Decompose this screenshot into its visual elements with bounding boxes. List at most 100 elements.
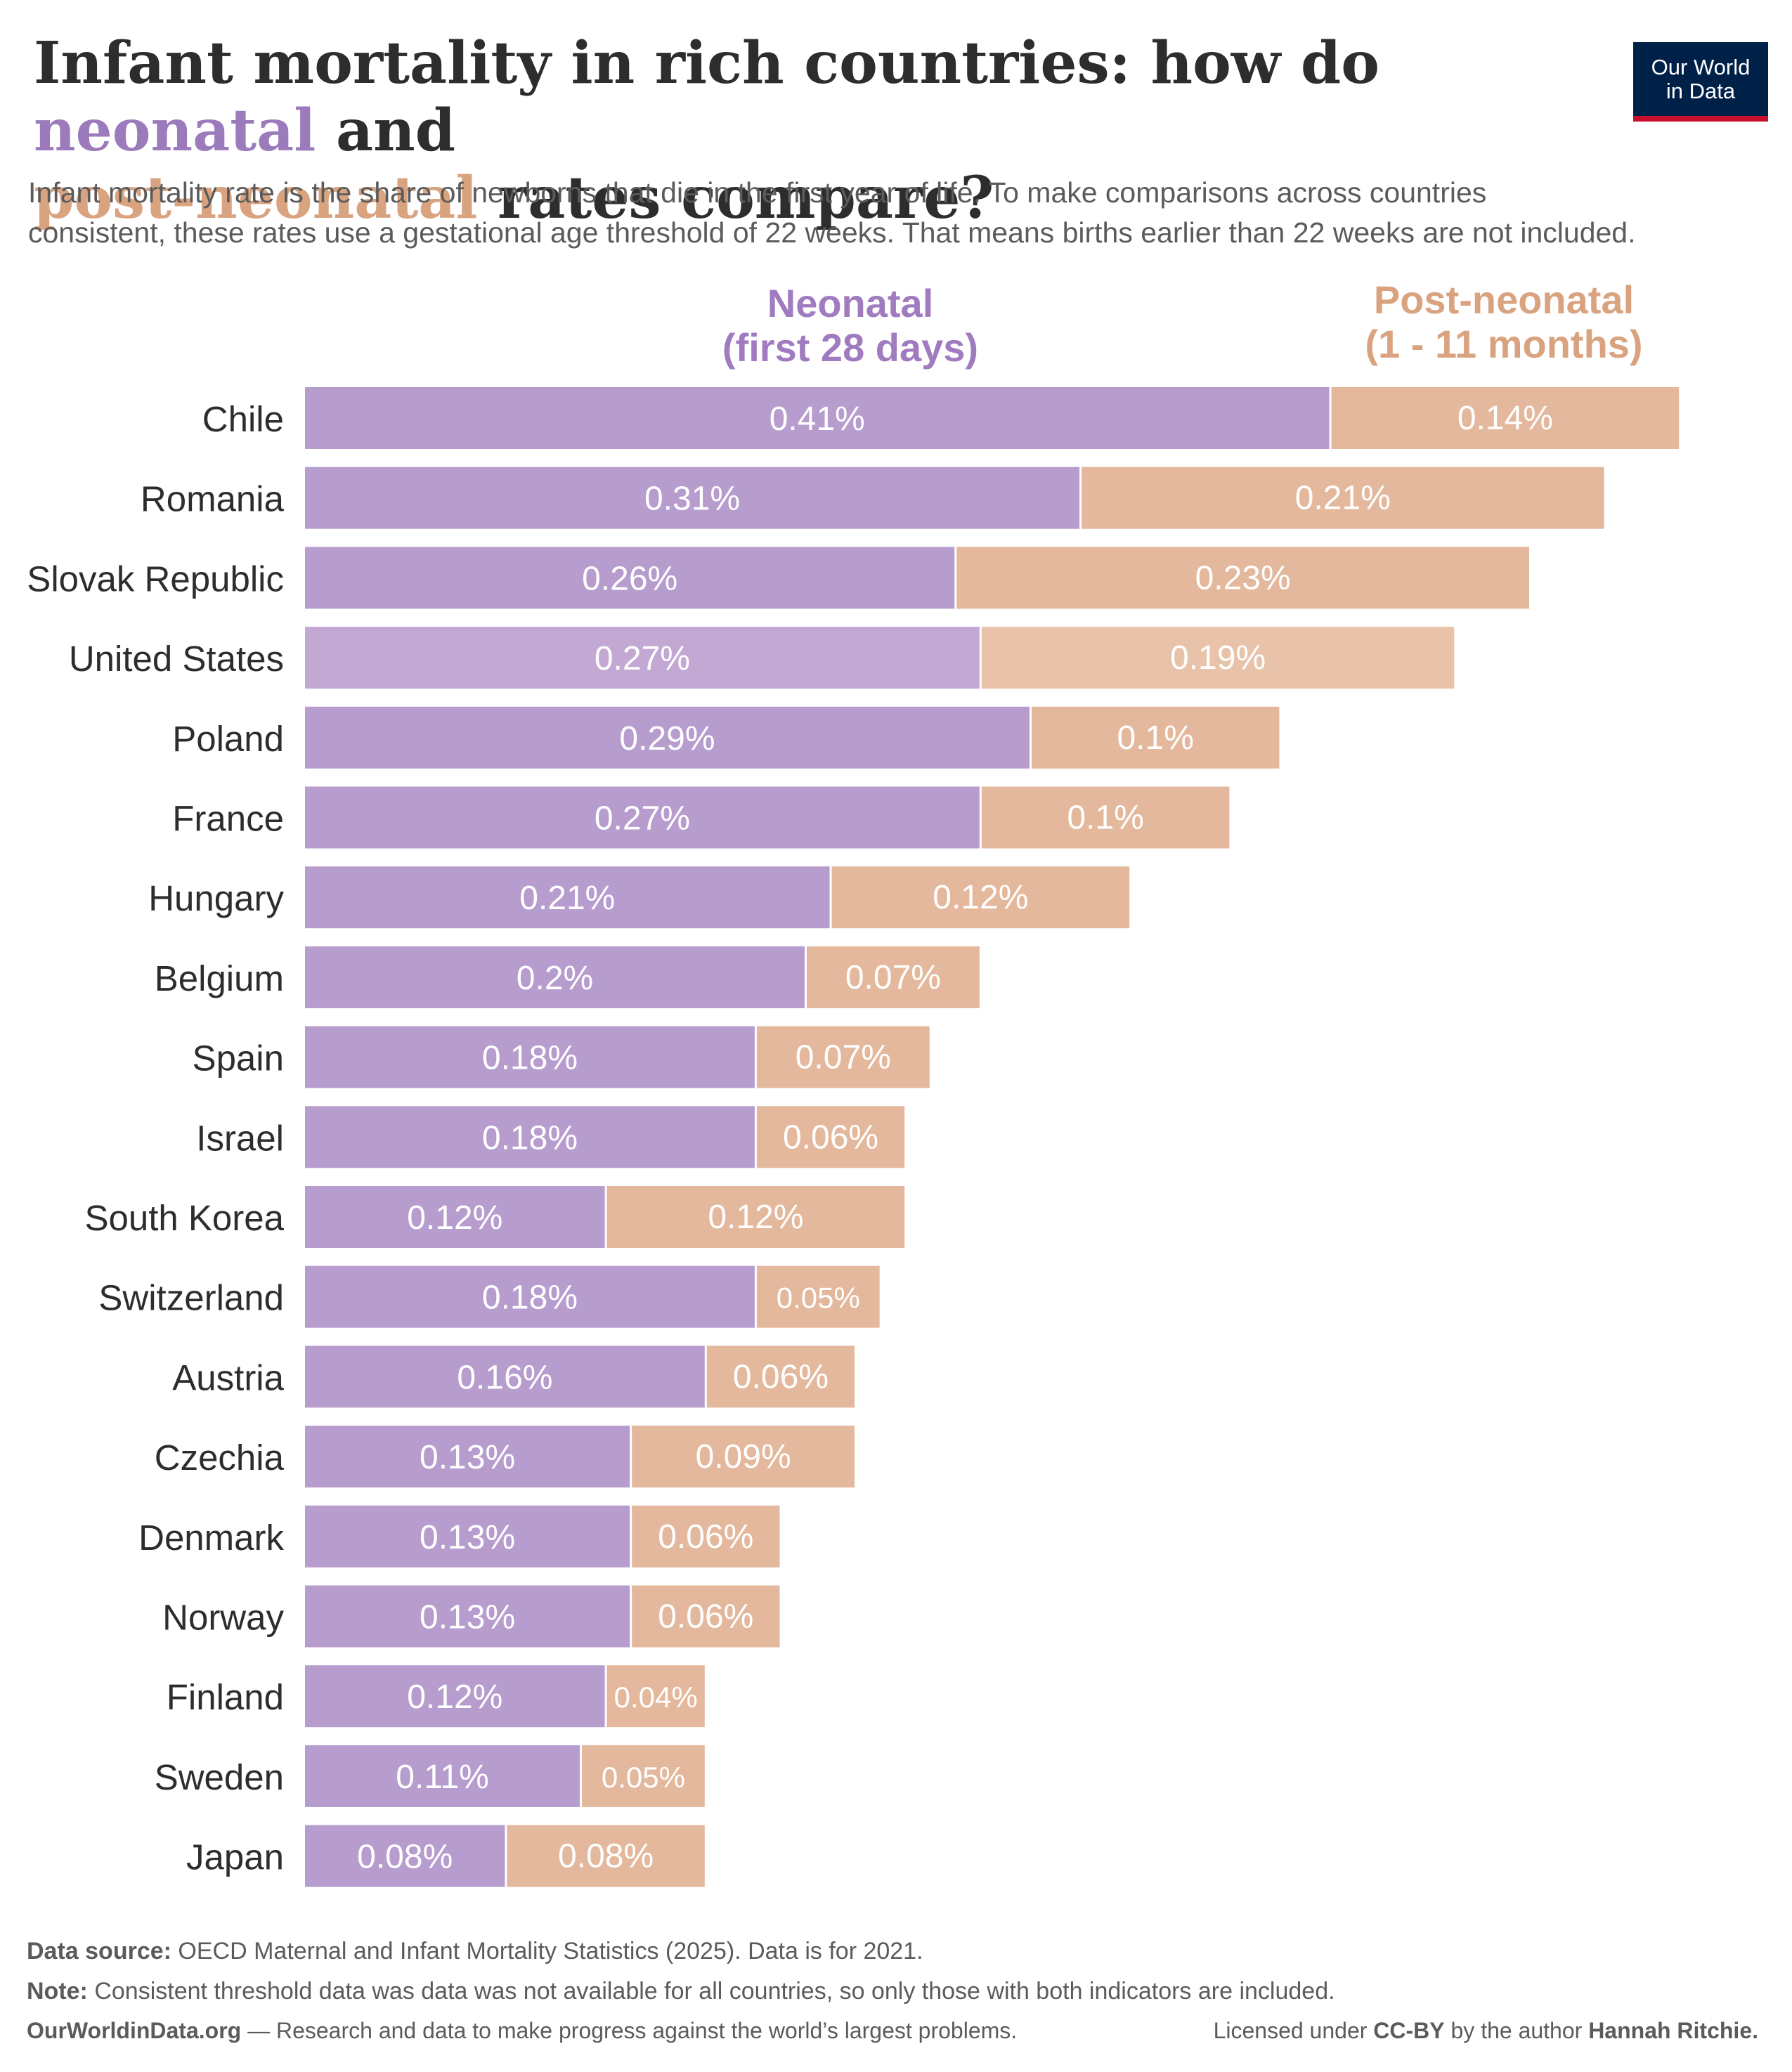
bar-neonatal-denmark [305,1505,630,1568]
series-heading-neonatal-line1: Neonatal [767,281,934,325]
value-label-neonatal-slovak-republic: 0.26% [582,560,677,597]
license-link[interactable]: CC-BY [1373,2018,1445,2043]
bar-postneonatal-hungary [831,866,1130,929]
country-label-norway: Norway [162,1598,284,1638]
value-label-neonatal-japan: 0.08% [357,1839,453,1876]
note-label: Note: [27,1978,88,2005]
bar-neonatal-france [305,786,980,849]
bar-neonatal-poland [305,706,1030,769]
value-label-postneonatal-switzerland: 0.05% [777,1282,860,1315]
bar-postneonatal-chile [1331,387,1680,449]
value-label-postneonatal-romania: 0.21% [1295,480,1391,517]
country-label-switzerland: Switzerland [98,1278,284,1318]
footer-license: Licensed under CC-BY by the author Hanna… [1214,2018,1758,2044]
title-text-2: and [316,97,456,164]
country-label-austria: Austria [172,1357,284,1397]
source-text: OECD Maternal and Infant Mortality Stati… [171,1938,923,1965]
country-label-finland: Finland [167,1677,284,1717]
country-label-south-korea: South Korea [84,1198,284,1238]
title-text-1: Infant mortality in rich countries: how … [34,30,1379,97]
bar-postneonatal-switzerland [756,1265,880,1328]
value-label-postneonatal-spain: 0.07% [796,1039,891,1076]
value-label-neonatal-norway: 0.13% [420,1599,515,1636]
bar-neonatal-norway [305,1585,630,1648]
bar-postneonatal-denmark [632,1505,780,1568]
bar-postneonatal-japan [507,1825,705,1887]
value-label-neonatal-sweden: 0.11% [396,1759,489,1796]
country-label-hungary: Hungary [148,878,284,918]
bar-postneonatal-czechia [632,1426,855,1488]
license-prefix: Licensed under [1213,2018,1374,2043]
country-label-spain: Spain [193,1038,284,1079]
country-label-poland: Poland [172,719,284,759]
note-text: Consistent threshold data was data was n… [87,1978,1335,2005]
bar-neonatal-belgium [305,946,805,1008]
value-label-neonatal-spain: 0.18% [482,1040,578,1077]
value-label-postneonatal-belgium: 0.07% [845,959,941,996]
bar-neonatal-united-states [305,627,980,689]
bar-postneonatal-belgium [807,946,980,1008]
bar-postneonatal-united-states [981,627,1455,689]
bar-postneonatal-slovak-republic [956,547,1529,609]
series-heading-postneonatal-line1: Post-neonatal [1373,278,1635,322]
country-label-denmark: Denmark [138,1518,284,1558]
value-label-neonatal-chile: 0.41% [770,400,865,438]
bar-postneonatal-france [981,786,1230,849]
bar-postneonatal-norway [632,1585,780,1648]
value-label-postneonatal-united-states: 0.19% [1170,639,1266,677]
series-heading-neonatal-line2: (first 28 days) [722,325,979,370]
value-label-neonatal-israel: 0.18% [482,1119,578,1156]
value-label-neonatal-romania: 0.31% [644,481,740,518]
country-label-chile: Chile [202,399,284,439]
value-label-neonatal-denmark: 0.13% [420,1519,515,1556]
bar-neonatal-sweden [305,1745,580,1807]
bar-neonatal-slovak-republic [305,547,955,609]
logo-line-1: Our World [1651,54,1751,79]
country-label-romania: Romania [141,479,285,519]
bar-neonatal-austria [305,1346,705,1408]
series-heading-neonatal: Neonatal (first 28 days) [675,281,1026,370]
bar-neonatal-japan [305,1825,505,1887]
bar-postneonatal-israel [756,1106,905,1168]
value-label-neonatal-poland: 0.29% [619,720,715,757]
value-label-neonatal-finland: 0.12% [407,1679,502,1716]
value-label-neonatal-hungary: 0.21% [519,880,615,917]
license-mid: by the author [1444,2018,1589,2043]
value-label-postneonatal-south-korea: 0.12% [708,1199,803,1236]
value-label-postneonatal-finland: 0.04% [614,1681,698,1714]
value-label-neonatal-czechia: 0.13% [420,1439,515,1476]
bar-postneonatal-south-korea [606,1186,905,1248]
subtitle-line-2: consistent, these rates use a gestationa… [28,216,1636,249]
value-label-neonatal-belgium: 0.2% [517,960,593,997]
value-label-postneonatal-czechia: 0.09% [696,1438,791,1475]
value-label-neonatal-switzerland: 0.18% [482,1279,578,1317]
bar-neonatal-chile [305,387,1330,449]
value-label-neonatal-austria: 0.16% [457,1359,552,1396]
site-link[interactable]: OurWorldinData.org [27,2018,242,2043]
author-name: Hannah Ritchie. [1588,2018,1758,2043]
bar-postneonatal-finland [606,1665,705,1728]
bar-postneonatal-austria [706,1346,855,1408]
value-label-postneonatal-france: 0.1% [1067,800,1143,837]
series-heading-postneonatal: Post-neonatal (1 - 11 months) [1321,278,1687,366]
bar-postneonatal-sweden [582,1745,705,1807]
value-label-postneonatal-chile: 0.14% [1457,400,1553,437]
chart-subtitle: Infant mortality rate is the share of ne… [28,173,1771,253]
country-label-czechia: Czechia [155,1438,285,1478]
country-label-israel: Israel [196,1118,284,1158]
bar-neonatal-romania [305,467,1080,529]
value-label-neonatal-united-states: 0.27% [595,640,690,677]
tagline: — Research and data to make progress aga… [241,2018,1018,2043]
footer-source: Data source: OECD Maternal and Infant Mo… [27,1938,923,1965]
chart-title: Infant mortality in rich countries: how … [34,30,1580,232]
series-heading-postneonatal-line2: (1 - 11 months) [1365,322,1643,366]
value-label-postneonatal-denmark: 0.06% [658,1518,753,1556]
title-text-3: rates compare? [477,164,994,232]
owid-logo[interactable]: Our World in Data [1633,42,1768,122]
source-label: Data source: [27,1938,171,1965]
bar-postneonatal-poland [1031,706,1280,769]
value-label-postneonatal-austria: 0.06% [733,1358,829,1395]
bar-neonatal-israel [305,1106,755,1168]
value-label-neonatal-south-korea: 0.12% [407,1199,502,1237]
value-label-neonatal-france: 0.27% [595,800,690,838]
